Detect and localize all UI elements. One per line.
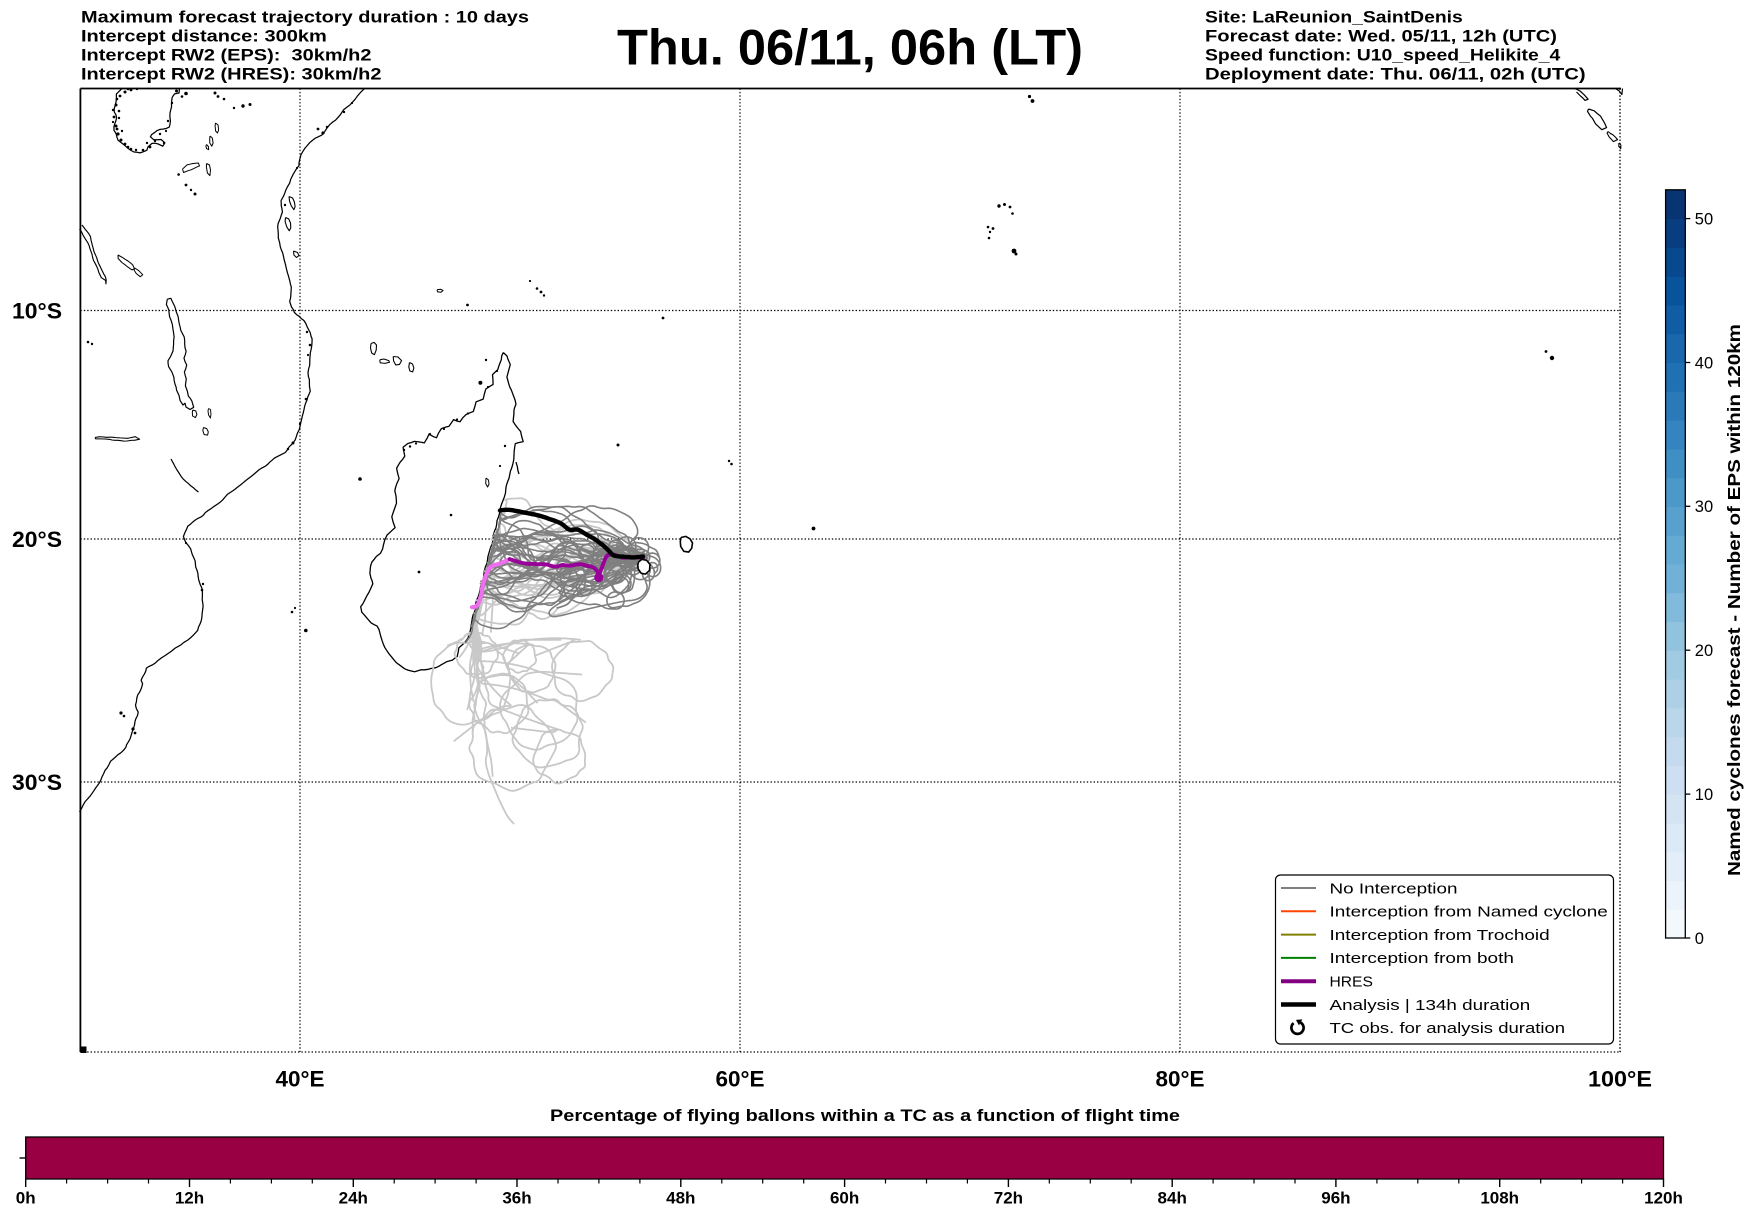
svg-text:10: 10 [1695, 786, 1713, 804]
svg-text:Named cyclones forecast - Numb: Named cyclones forecast - Number of EPS … [1724, 324, 1744, 876]
svg-text:12h: 12h [175, 1189, 204, 1208]
svg-text:HRES: HRES [1330, 974, 1373, 991]
svg-text:80°E: 80°E [1156, 1067, 1205, 1092]
svg-text:Speed function: U10_speed_Heli: Speed function: U10_speed_Helikite_4 [1205, 47, 1561, 65]
svg-text:24h: 24h [339, 1189, 368, 1208]
svg-text:Intercept RW2 (HRES): 30km/h2: Intercept RW2 (HRES): 30km/h2 [81, 66, 382, 84]
svg-text:100°E: 100°E [1588, 1067, 1652, 1092]
svg-text:Interception from both: Interception from both [1330, 950, 1514, 967]
svg-text:96h: 96h [1321, 1189, 1350, 1208]
svg-text:72h: 72h [994, 1189, 1023, 1208]
svg-text:Maximum forecast trajectory du: Maximum forecast trajectory duration : 1… [81, 9, 529, 27]
svg-text:10°S: 10°S [12, 299, 62, 324]
svg-text:20°S: 20°S [12, 527, 62, 552]
svg-text:84h: 84h [1158, 1189, 1187, 1208]
svg-text:40: 40 [1695, 354, 1713, 372]
svg-text:Percentage of flying ballons w: Percentage of flying ballons within a TC… [550, 1107, 1180, 1125]
svg-text:0: 0 [1695, 930, 1704, 948]
svg-text:Intercept distance: 300km: Intercept distance: 300km [81, 28, 327, 46]
svg-text:Interception from Named cyclon: Interception from Named cyclone [1330, 904, 1608, 921]
svg-text:30: 30 [1695, 498, 1713, 516]
svg-text:50: 50 [1695, 210, 1713, 228]
svg-text:60h: 60h [830, 1189, 859, 1208]
svg-text:20: 20 [1695, 642, 1713, 660]
svg-text:36h: 36h [502, 1189, 531, 1208]
svg-text:No Interception: No Interception [1330, 880, 1458, 897]
svg-text:60°E: 60°E [716, 1067, 765, 1092]
svg-text:Forecast date: Wed. 05/11, 12h: Forecast date: Wed. 05/11, 12h (UTC) [1205, 28, 1557, 46]
svg-text:Site: LaReunion_SaintDenis: Site: LaReunion_SaintDenis [1205, 9, 1463, 27]
svg-text:Thu. 06/11, 06h (LT): Thu. 06/11, 06h (LT) [617, 20, 1083, 76]
svg-text:Deployment date: Thu. 06/11, 0: Deployment date: Thu. 06/11, 02h (UTC) [1205, 66, 1586, 84]
svg-text:30°S: 30°S [12, 770, 62, 795]
svg-text:Intercept RW2 (EPS): 30km/h2: Intercept RW2 (EPS): 30km/h2 [81, 47, 372, 65]
svg-text:120h: 120h [1644, 1189, 1683, 1208]
svg-text:Interception from Trochoid: Interception from Trochoid [1330, 927, 1550, 944]
svg-text:TC obs. for analysis duration: TC obs. for analysis duration [1330, 1020, 1566, 1037]
svg-text:0h: 0h [16, 1189, 36, 1208]
svg-text:48h: 48h [666, 1189, 695, 1208]
svg-text:Analysis | 134h duration: Analysis | 134h duration [1330, 997, 1531, 1014]
svg-text:108h: 108h [1480, 1189, 1519, 1208]
svg-text:40°E: 40°E [276, 1067, 325, 1092]
